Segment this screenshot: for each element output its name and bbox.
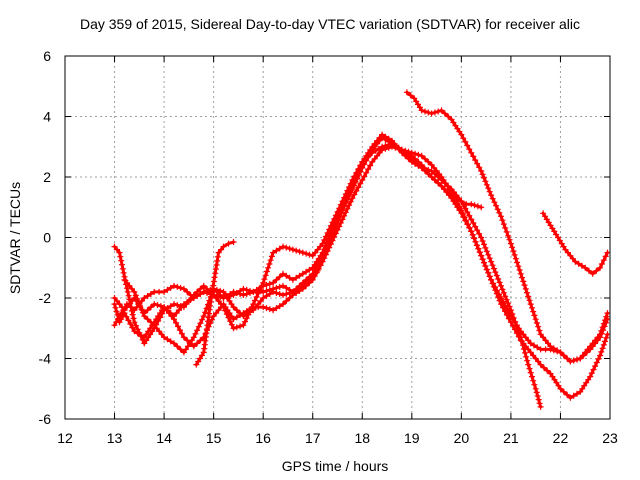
y-tick-label: 4 (43, 109, 51, 125)
x-tick-label: 23 (602, 430, 618, 446)
x-tick-label: 17 (305, 430, 321, 446)
series-markers (121, 267, 321, 356)
series-line (113, 145, 609, 363)
x-tick-label: 19 (404, 430, 420, 446)
series-line (405, 90, 609, 363)
series-markers (403, 89, 611, 365)
series-markers (111, 131, 544, 410)
series-markers (111, 140, 485, 347)
series-line (123, 269, 320, 354)
x-tick-label: 12 (57, 430, 73, 446)
series-markers (540, 210, 611, 277)
x-tick-label: 20 (454, 430, 470, 446)
series-markers (111, 134, 611, 401)
tick-labels: 12 13 14 15 16 17 18 19 20 21 22 23 -6 -4 -2 0 2 4 6 (39, 48, 618, 446)
y-tick-label: 2 (43, 169, 51, 185)
grid (65, 56, 610, 419)
y-tick-label: -6 (39, 411, 52, 427)
series-trace-8 (540, 210, 611, 277)
series-trace-7 (403, 89, 611, 365)
y-tick-label: 0 (43, 230, 51, 246)
y-axis-label: SDTVAR / TECUs (7, 182, 23, 294)
y-tick-label: -4 (39, 351, 52, 367)
y-tick-label: 6 (43, 48, 51, 64)
chart-title: Day 359 of 2015, Sidereal Day-to-day VTE… (80, 16, 580, 32)
series-trace-4 (111, 140, 485, 347)
series-trace-1 (111, 134, 611, 401)
series-line (541, 211, 609, 276)
series-trace-2 (111, 131, 544, 410)
x-tick-label: 13 (107, 430, 123, 446)
x-axis-label: GPS time / hours (282, 458, 389, 474)
series-layer (111, 89, 611, 410)
x-tick-label: 22 (553, 430, 569, 446)
x-tick-label: 14 (156, 430, 172, 446)
y-tick-label: -2 (39, 290, 52, 306)
series-trace-6 (121, 267, 321, 356)
x-tick-label: 18 (354, 430, 370, 446)
series-line (113, 133, 543, 409)
x-tick-label: 21 (503, 430, 519, 446)
x-tick-label: 15 (206, 430, 222, 446)
x-tick-label: 16 (255, 430, 271, 446)
